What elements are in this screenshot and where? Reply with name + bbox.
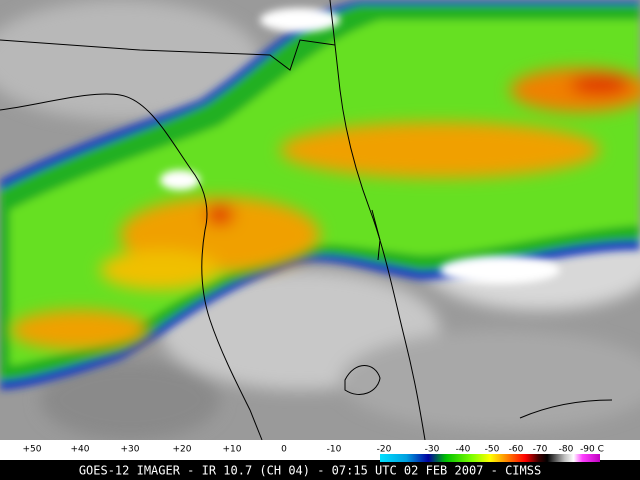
colorbar-label: +20: [173, 445, 192, 455]
colorbar-label: 0: [281, 445, 287, 455]
colorbar-label: -10: [327, 445, 342, 455]
caption: GOES-12 IMAGER - IR 10.7 (CH 04) - 07:15…: [79, 464, 541, 478]
caption-background: [0, 462, 640, 480]
colorbar-label: -60: [509, 445, 524, 455]
colorbar-label: -30: [425, 445, 440, 455]
colorbar-label: -90 C: [580, 445, 604, 455]
colorbar-label: +30: [121, 445, 140, 455]
colorbar-label: +40: [71, 445, 90, 455]
colorbar-label: +50: [23, 445, 42, 455]
colorbar-label: -80: [559, 445, 574, 455]
colorbar-label: -50: [485, 445, 500, 455]
colorbar: [380, 454, 600, 462]
colorbar-label: +10: [223, 445, 242, 455]
colorbar-label: -40: [456, 445, 471, 455]
colorbar-label: -20: [377, 445, 392, 455]
colorbar-labels: +50 +40 +30 +20 +10 0 -10 -20 -30 -40 -50 -60 -70 -80…: [23, 445, 604, 455]
colorbar-label: -70: [533, 445, 548, 455]
imagery: [0, 0, 640, 441]
